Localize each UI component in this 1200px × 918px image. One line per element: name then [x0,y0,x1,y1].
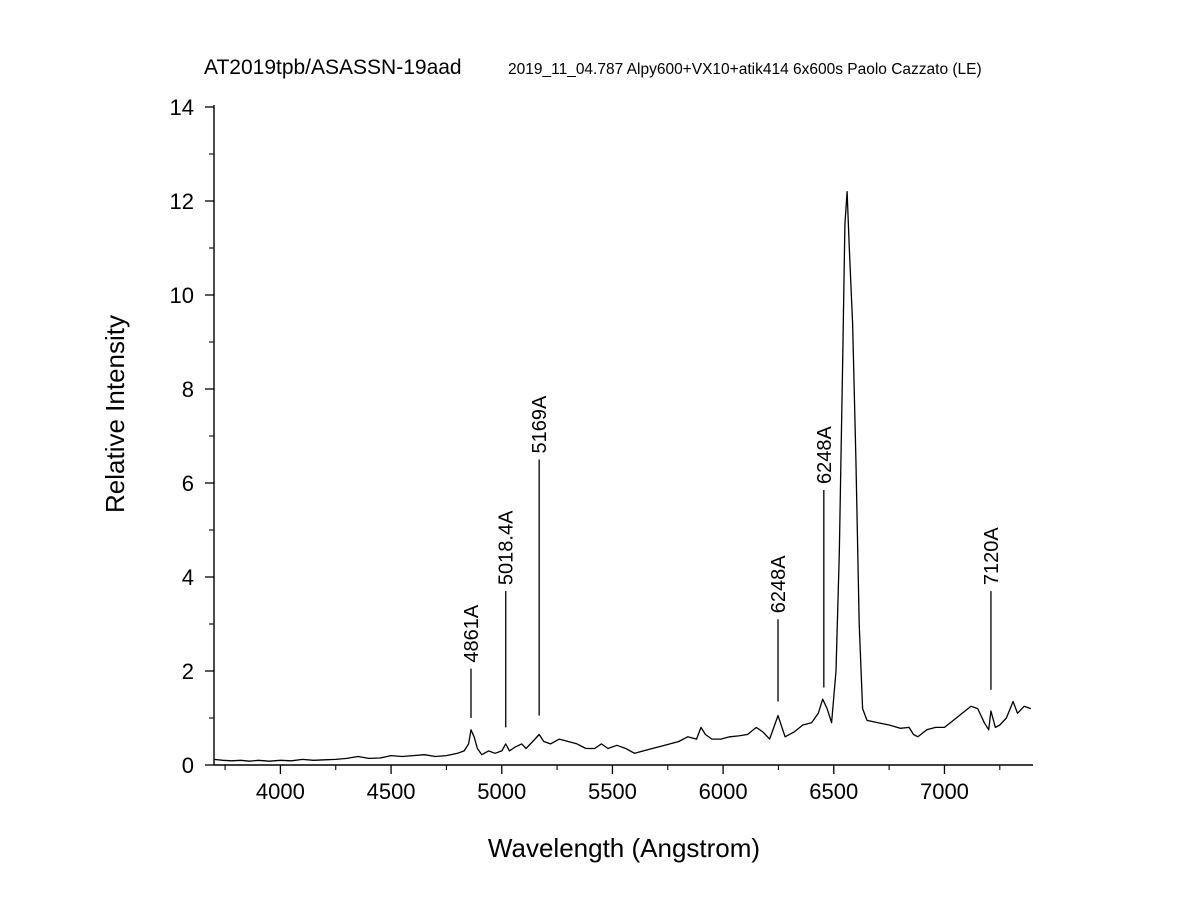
chart-title: AT2019tpb/ASASSN-19aad [204,56,462,79]
x-tick-label: 7000 [920,779,969,804]
line-annotations: 4861A 5018.4A 5169A 6248A 6248A 7120A [461,395,1003,728]
x-tick-label: 5500 [588,779,637,804]
x-tick-label: 4500 [367,779,416,804]
annotation-label: 5018.4A [496,510,518,585]
y-tick-label: 12 [170,189,194,214]
y-tick-label: 4 [182,565,194,590]
y-tick-label: 14 [170,95,194,120]
y-tick-label: 8 [182,377,194,402]
annotation-label: 7120A [981,527,1003,585]
plot-axes [213,105,1033,766]
x-tick-label: 5000 [477,779,526,804]
annotation-label: 5169A [529,395,551,453]
annotation-label: 6248A [768,555,790,613]
y-tick-label: 2 [182,659,194,684]
annotation-label: 4861A [461,604,483,662]
x-axis-label: Wavelength (Angstrom) [488,833,760,863]
y-tick-label: 10 [170,283,194,308]
x-tick-label: 6500 [809,779,858,804]
annotation-label: 6248A [814,426,836,484]
spectrum-line [213,190,1032,762]
y-axis-label: Relative Intensity [100,315,130,513]
x-tick-label: 4000 [256,779,305,804]
axis-ticks: 4000 4500 5000 5500 6000 6500 7000 0 2 4 6 8 10 12 14 [170,95,1001,804]
x-tick-label: 6000 [699,779,748,804]
y-tick-label: 6 [182,471,194,496]
y-tick-label: 0 [182,753,194,778]
chart-subtitle: 2019_11_04.787 Alpy600+VX10+atik414 6x60… [508,61,982,78]
